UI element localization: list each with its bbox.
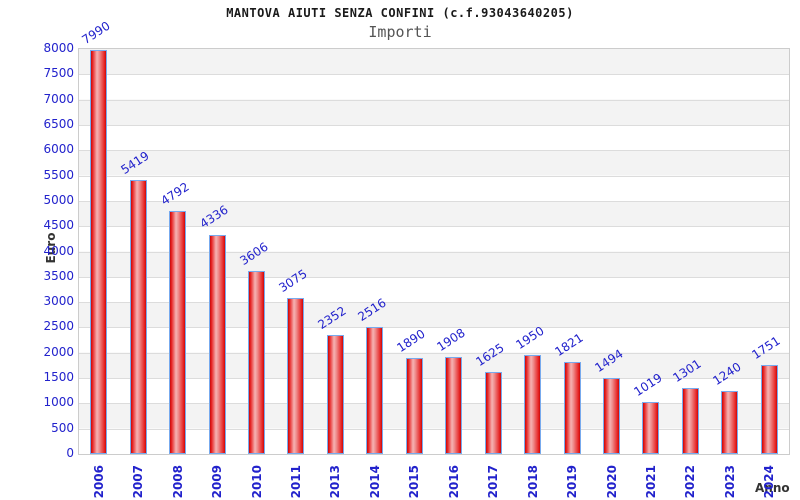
bar-2023 xyxy=(721,391,739,454)
y-tick-label: 4500 xyxy=(43,218,74,233)
plot-area xyxy=(78,48,790,455)
x-tick-label: 2022 xyxy=(683,465,698,499)
x-tick-label: 2013 xyxy=(328,465,343,499)
y-tick-label: 4000 xyxy=(43,243,74,258)
y-tick-label: 2500 xyxy=(43,319,74,334)
chart-subtitle: Importi xyxy=(368,23,432,41)
gridline xyxy=(79,378,789,380)
bar-2021 xyxy=(642,402,660,454)
y-tick-label: 7500 xyxy=(43,66,74,81)
gridline xyxy=(79,150,789,152)
gridline xyxy=(79,99,789,101)
x-tick-label: 2019 xyxy=(565,465,580,499)
bar-2018 xyxy=(524,355,542,454)
x-tick-label: 2020 xyxy=(604,465,619,499)
gridline xyxy=(79,276,789,278)
y-tick-label: 7000 xyxy=(43,91,74,106)
bar-2020 xyxy=(603,378,620,454)
x-tick-label: 2015 xyxy=(407,465,422,499)
y-tick-label: 3000 xyxy=(43,294,74,309)
x-tick-label: 2011 xyxy=(288,465,303,499)
bar-2014 xyxy=(366,326,384,454)
y-tick-label: 0 xyxy=(66,446,74,460)
bar-2013 xyxy=(326,334,344,454)
bar-2009 xyxy=(208,234,226,454)
x-tick-label: 2006 xyxy=(91,465,106,499)
y-tick-label: 5500 xyxy=(43,167,74,182)
x-tick-label: 2008 xyxy=(170,465,185,499)
y-tick-label: 6500 xyxy=(43,116,74,131)
bar-2008 xyxy=(169,211,187,454)
x-tick-label: 2023 xyxy=(722,465,737,499)
chart-title: MANTOVA AIUTI SENZA CONFINI (c.f.9304364… xyxy=(226,6,574,20)
gridline xyxy=(79,302,789,304)
bar-2017 xyxy=(484,371,502,454)
y-tick-label: 5000 xyxy=(43,192,74,207)
x-tick-label: 2024 xyxy=(762,465,777,499)
bar-2019 xyxy=(563,361,581,454)
x-tick-label: 2021 xyxy=(643,465,658,499)
y-tick-label: 6000 xyxy=(43,142,74,157)
y-tick-label: 1500 xyxy=(43,370,74,385)
x-tick-label: 2010 xyxy=(249,465,264,499)
bar-2010 xyxy=(248,271,265,454)
bar-2011 xyxy=(287,298,305,454)
gridline xyxy=(79,251,789,253)
x-tick-label: 2017 xyxy=(486,465,501,499)
gridline xyxy=(79,428,789,430)
gridline xyxy=(79,124,789,126)
gridline xyxy=(79,327,789,329)
x-tick-label: 2009 xyxy=(210,465,225,499)
x-tick-label: 2007 xyxy=(131,465,146,499)
y-tick-label: 1000 xyxy=(43,395,74,410)
gridline xyxy=(79,175,789,177)
x-tick-label: 2018 xyxy=(525,465,540,499)
gridline xyxy=(79,352,789,354)
y-tick-label: 3500 xyxy=(43,268,74,283)
bar-2006 xyxy=(90,49,108,454)
bar-2024 xyxy=(760,365,778,454)
gridline xyxy=(79,74,789,76)
gridline xyxy=(79,403,789,405)
y-tick-label: 500 xyxy=(51,420,74,435)
bar-2007 xyxy=(129,179,147,454)
x-tick-label: 2016 xyxy=(446,465,461,499)
bar-2016 xyxy=(445,357,463,454)
x-tick-label: 2014 xyxy=(367,465,382,499)
bar-2022 xyxy=(681,388,699,454)
bar-2015 xyxy=(405,358,423,454)
x-axis-title: Anno xyxy=(755,481,790,495)
gridline xyxy=(79,226,789,228)
y-tick-label: 2000 xyxy=(43,344,74,359)
gridline xyxy=(79,200,789,202)
y-tick-label: 8000 xyxy=(43,41,74,55)
